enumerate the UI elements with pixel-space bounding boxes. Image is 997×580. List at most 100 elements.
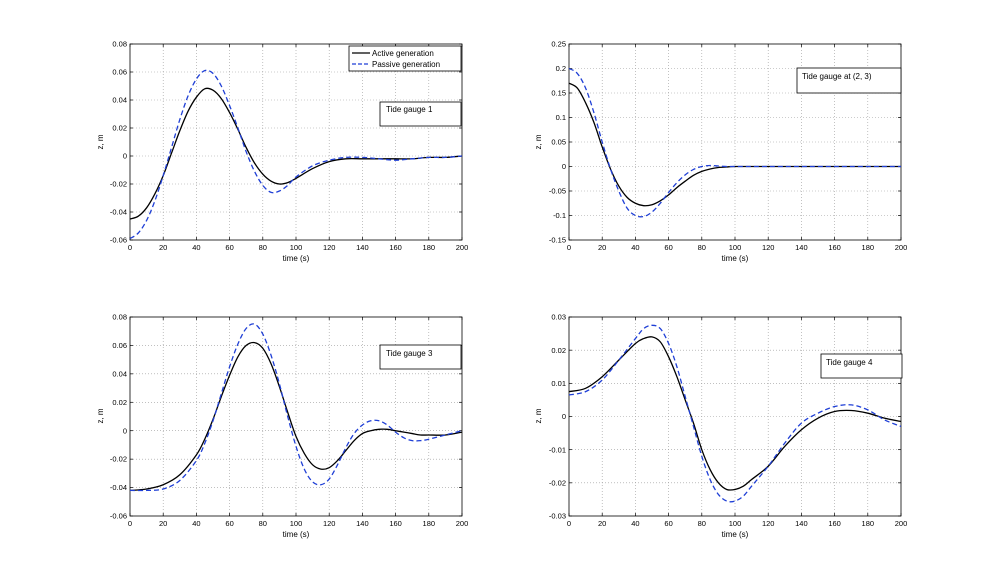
annotation-text: Tide gauge at (2, 3) xyxy=(802,72,872,81)
plot-area xyxy=(130,44,462,240)
y-tick-label: 0.1 xyxy=(556,113,566,122)
annotation-box: Tide gauge 4 xyxy=(820,353,903,379)
grid xyxy=(569,317,901,516)
x-tick-label: 0 xyxy=(128,519,132,528)
x-tick-label: 80 xyxy=(259,243,267,252)
x-tick-label: 120 xyxy=(323,519,336,528)
legend-box xyxy=(348,45,462,72)
x-tick-label: 20 xyxy=(598,243,606,252)
y-tick-label: -0.06 xyxy=(110,236,127,245)
x-tick-label: 160 xyxy=(389,519,402,528)
x-tick-label: 40 xyxy=(631,243,639,252)
grid xyxy=(130,44,462,240)
x-tick-label: 100 xyxy=(290,243,303,252)
x-tick-label: 80 xyxy=(698,243,706,252)
x-tick-label: 40 xyxy=(631,519,639,528)
x-tick-label: 180 xyxy=(862,243,875,252)
y-tick-label: 0 xyxy=(123,152,127,161)
y-tick-label: -0.1 xyxy=(553,211,566,220)
panel-tide-gauge-3: 0 20 40 60 80 100 120 140 160 180 200 -0.06 -0.04 -0.… xyxy=(96,313,468,539)
series xyxy=(129,69,463,240)
y-tick-label: 0.08 xyxy=(112,40,127,49)
grid xyxy=(130,317,462,516)
x-tick-label: 140 xyxy=(795,243,808,252)
panel-tide-gauge-1: 0 20 40 60 80 100 120 140 160 180 200 -0.06 -0.04 -0.… xyxy=(96,40,468,263)
x-tick-label: 0 xyxy=(128,243,132,252)
y-tick-label: 0.06 xyxy=(112,341,127,350)
x-tick-label: 100 xyxy=(290,519,303,528)
x-tick-label: 160 xyxy=(828,243,841,252)
annotation-box: Tide gauge 1 xyxy=(379,101,462,127)
x-tick-label: 120 xyxy=(762,519,775,528)
passive-generation-line xyxy=(568,67,901,218)
series xyxy=(568,67,901,218)
x-axis-label: time (s) xyxy=(722,254,749,263)
x-axis-label: time (s) xyxy=(283,530,310,539)
y-tick-label: 0.25 xyxy=(551,40,566,49)
y-tick-label: -0.15 xyxy=(549,236,566,245)
y-axis-label: z, m xyxy=(534,134,543,149)
x-tick-label: 20 xyxy=(159,519,167,528)
x-tick-label: 200 xyxy=(456,519,469,528)
y-tick-label: -0.02 xyxy=(110,180,127,189)
x-tick-label: 120 xyxy=(323,243,336,252)
x-axis-label: time (s) xyxy=(722,530,749,539)
axes: 0 20 40 60 80 100 120 140 160 180 200 -0.15 -0.1 -0.0… xyxy=(549,40,907,252)
legend-passive-label: Passive generation xyxy=(372,60,440,69)
y-axis-label: z, m xyxy=(96,408,105,423)
y-tick-label: 0.06 xyxy=(112,68,127,77)
axes: 0 20 40 60 80 100 120 140 160 180 200 -0.06 -0.04 -0.… xyxy=(110,313,468,528)
y-tick-label: 0.01 xyxy=(551,379,566,388)
y-tick-label: 0.02 xyxy=(112,124,127,133)
x-tick-label: 60 xyxy=(664,519,672,528)
y-tick-label: 0.04 xyxy=(112,96,127,105)
y-tick-label: 0 xyxy=(562,412,566,421)
y-tick-label: 0.2 xyxy=(556,64,566,73)
annotation-box: Tide gauge 3 xyxy=(379,344,462,370)
x-tick-label: 140 xyxy=(356,519,369,528)
x-tick-label: 160 xyxy=(828,519,841,528)
y-tick-label: -0.04 xyxy=(110,208,127,217)
panel-tide-gauge-4: 0 20 40 60 80 100 120 140 160 180 200 -0.03 -0.02 -0.… xyxy=(534,313,907,539)
x-tick-label: 100 xyxy=(729,243,742,252)
axes: 0 20 40 60 80 100 120 140 160 180 200 -0.03 -0.02 -0.… xyxy=(549,313,907,528)
y-tick-label: 0.05 xyxy=(551,138,566,147)
y-tick-label: 0.02 xyxy=(551,346,566,355)
x-tick-label: 60 xyxy=(225,243,233,252)
y-tick-label: 0.15 xyxy=(551,89,566,98)
x-tick-label: 60 xyxy=(664,243,672,252)
y-tick-label: -0.06 xyxy=(110,512,127,521)
annotation-box: Tide gauge at (2, 3) xyxy=(796,67,902,94)
y-axis-label: z, m xyxy=(96,134,105,149)
annotation-text: Tide gauge 4 xyxy=(826,358,873,367)
passive-generation-line xyxy=(129,323,463,492)
annotation-text: Tide gauge 1 xyxy=(386,105,433,114)
x-tick-label: 200 xyxy=(895,519,908,528)
y-axis-label: z, m xyxy=(534,408,543,423)
x-tick-label: 0 xyxy=(567,519,571,528)
x-tick-label: 200 xyxy=(456,243,469,252)
y-tick-label: -0.05 xyxy=(549,187,566,196)
y-tick-label: -0.04 xyxy=(110,483,127,492)
y-tick-label: 0.03 xyxy=(551,313,566,322)
y-tick-label: 0 xyxy=(123,426,127,435)
x-tick-label: 160 xyxy=(389,243,402,252)
passive-generation-line xyxy=(568,324,902,503)
x-tick-label: 100 xyxy=(729,519,742,528)
x-tick-label: 20 xyxy=(598,519,606,528)
x-tick-label: 40 xyxy=(192,243,200,252)
x-tick-label: 40 xyxy=(192,519,200,528)
x-axis-label: time (s) xyxy=(283,254,310,263)
x-tick-label: 180 xyxy=(423,519,436,528)
y-tick-label: -0.02 xyxy=(110,455,127,464)
x-tick-label: 140 xyxy=(356,243,369,252)
x-tick-label: 200 xyxy=(895,243,908,252)
active-generation-line xyxy=(568,336,902,491)
y-tick-label: 0.08 xyxy=(112,313,127,322)
annotation-text: Tide gauge 3 xyxy=(386,349,433,358)
y-tick-label: 0.02 xyxy=(112,398,127,407)
y-tick-label: -0.01 xyxy=(549,445,566,454)
active-generation-line xyxy=(129,341,463,492)
x-tick-label: 80 xyxy=(259,519,267,528)
